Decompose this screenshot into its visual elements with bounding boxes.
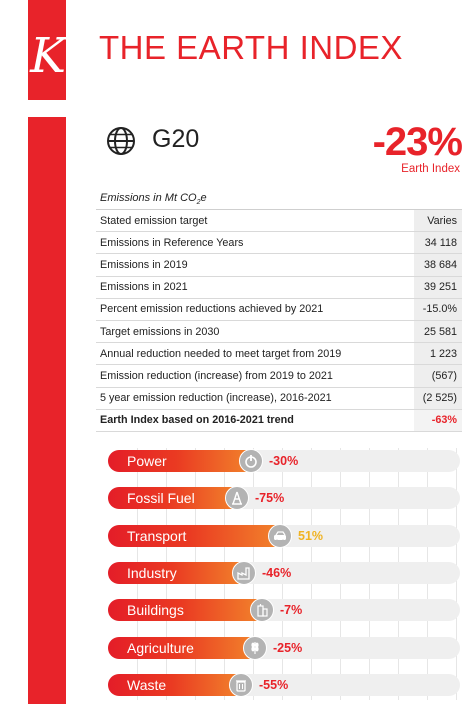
row-value: 38 684 — [414, 254, 462, 276]
row-label: Emissions in 2019 — [100, 258, 188, 271]
power-icon — [239, 449, 263, 473]
table-row: Annual reduction needed to meet target f… — [96, 343, 462, 366]
sector-value: -30% — [269, 454, 299, 468]
sector-label: Fossil Fuel — [127, 490, 195, 507]
sector-bar: Waste — [108, 673, 249, 696]
trash-icon — [229, 672, 253, 697]
sector-value: -75% — [255, 491, 285, 506]
table-row: 5 year emission reduction (increase), 20… — [96, 387, 462, 410]
row-label: Emissions in Reference Years — [100, 236, 244, 249]
row-value: -63% — [414, 409, 462, 431]
row-label: Earth Index based on 2016-2021 trend — [100, 414, 294, 427]
table-row: Earth Index based on 2016-2021 trend -63% — [96, 409, 462, 432]
earth-index-label: Earth Index — [401, 163, 460, 175]
sector-label: Transport — [127, 527, 187, 544]
sector-row: Transport 51% — [108, 523, 460, 548]
row-value: 25 581 — [414, 320, 462, 343]
sector-row: Waste -55% — [108, 672, 460, 697]
table-heading: Emissions in Mt CO2e — [96, 188, 462, 210]
sector-row: Industry -46% — [108, 560, 460, 585]
sector-value: 51% — [298, 528, 324, 543]
wheat-icon — [243, 635, 267, 660]
row-value: 34 118 — [414, 232, 462, 254]
sector-bar: Transport — [108, 524, 288, 547]
sector-label: Power — [127, 453, 167, 469]
table-row: Emissions in 2021 39 251 — [96, 276, 462, 299]
factory-icon — [232, 560, 256, 585]
row-label: 5 year emission reduction (increase), 20… — [100, 392, 332, 405]
table-row: Percent emission reductions achieved by … — [96, 298, 462, 321]
row-value: 1 223 — [414, 343, 462, 365]
table-heading-suffix: e — [200, 192, 207, 204]
globe-icon — [107, 127, 135, 155]
sector-value: -7% — [280, 603, 303, 618]
sector-label: Agriculture — [127, 639, 194, 656]
sector-row: Buildings -7% — [108, 598, 460, 623]
table-row: Target emissions in 2030 25 581 — [96, 320, 462, 344]
sector-row: Power -30% — [108, 449, 460, 473]
sector-value: -55% — [259, 677, 289, 692]
car-icon — [268, 523, 292, 548]
oil-rig-icon — [225, 486, 249, 511]
row-label: Percent emission reductions achieved by … — [100, 303, 324, 316]
row-value: Varies — [414, 210, 462, 232]
region-name: G20 — [152, 125, 200, 153]
sector-value: -46% — [262, 565, 292, 580]
table-row: Emissions in 2019 38 684 — [96, 254, 462, 277]
page-title: THE EARTH INDEX — [99, 29, 403, 66]
earth-index-value: -23% — [372, 120, 463, 164]
row-value: (567) — [414, 365, 462, 387]
sector-chart: Power -30% Fossil Fuel -75% Transport 51% Indu… — [108, 448, 460, 704]
logo: K — [30, 28, 66, 84]
sector-bar: Industry — [108, 561, 252, 584]
sector-bar: Fossil Fuel — [108, 487, 245, 510]
row-label: Emissions in 2021 — [100, 281, 188, 294]
row-label: Target emissions in 2030 — [100, 325, 220, 338]
row-value: (2 525) — [414, 387, 462, 409]
building-icon — [250, 598, 274, 623]
row-label: Stated emission target — [100, 214, 208, 227]
sector-value: -25% — [273, 640, 303, 655]
row-label: Emission reduction (increase) from 2019 … — [100, 369, 333, 382]
row-label: Annual reduction needed to meet target f… — [100, 347, 342, 360]
table-heading-subscript: 2 — [196, 199, 201, 207]
sector-bar: Buildings — [108, 599, 270, 622]
sector-bar: Agriculture — [108, 636, 263, 659]
sector-row: Fossil Fuel -75% — [108, 486, 460, 511]
red-strip-top — [28, 0, 66, 100]
row-value: 39 251 — [414, 276, 462, 298]
sector-row: Agriculture -25% — [108, 635, 460, 660]
table-row: Emissions in Reference Years 34 118 — [96, 232, 462, 255]
table-row: Emission reduction (increase) from 2019 … — [96, 365, 462, 388]
emissions-table: Emissions in Mt CO2e Stated emission tar… — [96, 188, 462, 432]
red-strip-side — [28, 117, 66, 704]
sector-bar: Power — [108, 450, 259, 472]
sector-label: Buildings — [127, 602, 184, 619]
sector-label: Waste — [127, 676, 167, 693]
table-heading-prefix: Emissions in Mt CO — [100, 192, 197, 204]
table-row: Stated emission target Varies — [96, 210, 462, 233]
sector-label: Industry — [127, 564, 177, 581]
row-value: -15.0% — [414, 298, 462, 320]
